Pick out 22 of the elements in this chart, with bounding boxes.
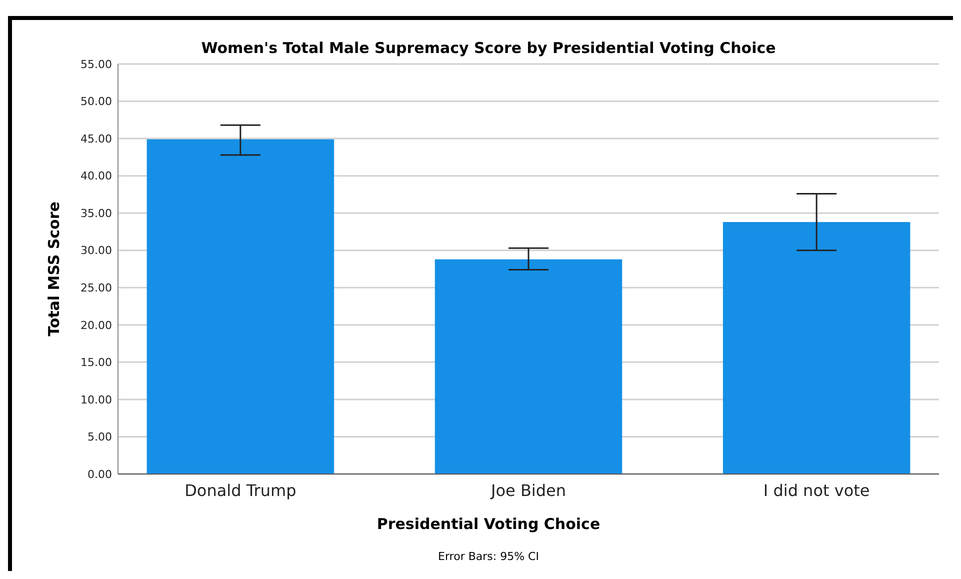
- y-axis-title: Total MSS Score: [45, 202, 63, 336]
- x-tick-label: Joe Biden: [490, 481, 566, 500]
- y-tick-label: 20.00: [80, 318, 112, 332]
- chart-title: Women's Total Male Supremacy Score by Presidential Voting Choice: [201, 39, 776, 57]
- y-tick-label: 0.00: [88, 468, 112, 481]
- x-tick-label: I did not vote: [763, 481, 870, 500]
- y-tick-label: 25.00: [80, 281, 112, 294]
- y-tick-label: 45.00: [80, 132, 112, 146]
- x-tick-label: Donald Trump: [184, 481, 296, 500]
- y-tick-label: 35.00: [80, 206, 112, 220]
- y-tick-label: 30.00: [80, 244, 112, 258]
- y-tick-label: 5.00: [88, 430, 112, 444]
- x-axis-title: Presidential Voting Choice: [376, 515, 600, 533]
- bar: [722, 222, 910, 474]
- y-tick-label: 10.00: [80, 393, 112, 406]
- text: Error Bars: 95% CI: [438, 550, 539, 563]
- y-tick-label: 55.00: [80, 58, 112, 71]
- bar: [146, 139, 334, 474]
- y-tick-label: 15.00: [80, 356, 112, 370]
- y-tick-label: 40.00: [80, 170, 112, 183]
- bar: [434, 259, 622, 474]
- y-tick-label: 50.00: [80, 95, 112, 108]
